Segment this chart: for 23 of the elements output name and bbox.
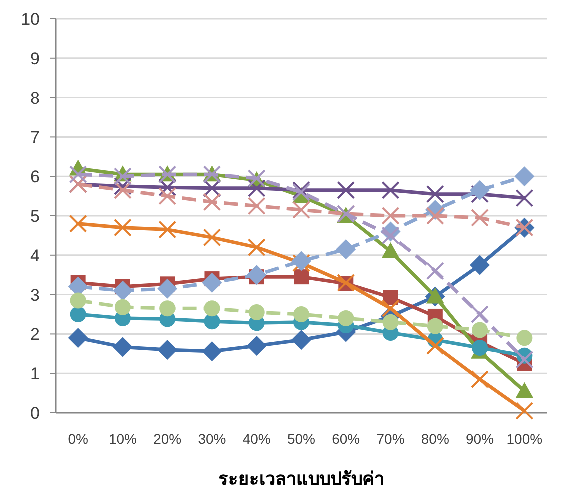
y-tick-label: 2 — [30, 325, 40, 344]
x-tick-label: 40% — [242, 431, 271, 447]
x-tick-label: 10% — [108, 431, 137, 447]
x-tick-label: 60% — [332, 431, 360, 447]
x-tick-label: 30% — [198, 431, 226, 447]
y-tick-label: 4 — [30, 246, 40, 266]
x-tick-label: 20% — [154, 431, 182, 447]
y-tick-label: 10 — [21, 10, 40, 29]
y-tick-label: 3 — [30, 286, 40, 305]
y-tick-label: 1 — [30, 364, 40, 384]
x-tick-label: 50% — [287, 431, 316, 447]
x-tick-label: 80% — [421, 431, 450, 447]
y-tick-label: 8 — [30, 88, 40, 108]
x-tick-label: 90% — [466, 431, 494, 447]
x-axis-title: ระยะเวลาแบบปรับค่า — [218, 469, 384, 490]
y-tick-label: 6 — [30, 168, 40, 187]
x-tick-label: 0% — [68, 431, 88, 447]
y-tick-label: 9 — [30, 49, 40, 68]
y-tick-label: 0 — [30, 404, 40, 423]
y-tick-label: 7 — [30, 128, 40, 148]
x-tick-label: 100% — [506, 431, 543, 447]
x-tick-label: 70% — [376, 431, 405, 447]
y-tick-label: 5 — [30, 207, 40, 226]
